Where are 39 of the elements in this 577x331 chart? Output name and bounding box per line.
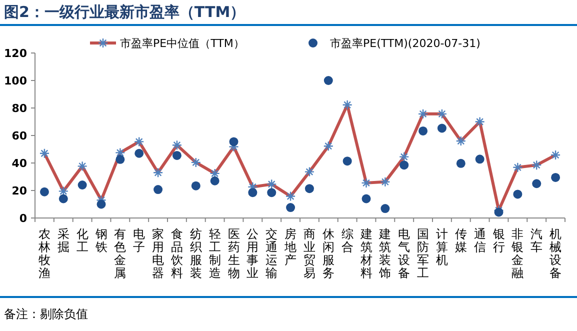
legend-label: 市盈率PE中位值（TTM） — [120, 37, 244, 50]
x-tick-label: 采掘 — [57, 227, 70, 254]
x-tick-label: 食品饮料 — [170, 227, 183, 280]
legend-label: 市盈率PE(TTM)(2020-07-31) — [330, 37, 480, 50]
y-tick-label: 120 — [4, 47, 28, 60]
x-tick-label: 非银金融 — [510, 227, 524, 280]
x-tick-label: 建筑材料 — [359, 227, 372, 280]
x-tick-label: 有色金属 — [114, 227, 126, 280]
x-tick-label: 电气设备 — [398, 227, 410, 280]
x-tick-label: 家用电器 — [152, 227, 164, 280]
y-tick-label: 20 — [12, 184, 28, 198]
x-tick-label: 通信 — [474, 227, 486, 254]
chart-title: 图2：一级行业最新市盈率（TTM） — [4, 3, 246, 21]
y-tick-label: 80 — [12, 102, 28, 115]
y-tick-label: 0 — [19, 212, 28, 225]
x-tick-label: 轻工制造 — [208, 227, 221, 280]
y-tick-label: 60 — [12, 130, 28, 142]
x-tick-label: 电子 — [133, 227, 146, 254]
x-tick-label: 公用事业 — [246, 227, 259, 280]
y-tick-label: 100 — [4, 74, 28, 88]
x-tick-label: 机械设备 — [550, 227, 562, 280]
x-tick-label: 汽车 — [530, 227, 543, 254]
x-tick-label: 国防军工 — [417, 227, 430, 280]
x-tick-label: 建筑装饰 — [378, 227, 392, 280]
x-tick-label: 传媒 — [454, 227, 467, 254]
x-tick-label: 综合 — [341, 227, 354, 254]
x-tick-label: 银行 — [492, 227, 505, 254]
x-tick-label: 纺织服装 — [190, 227, 202, 280]
x-tick-label: 计算机 — [436, 227, 448, 267]
x-tick-label: 商业贸易 — [303, 227, 316, 280]
x-tick-label: 化工 — [76, 227, 88, 254]
x-tick-label: 医药生物 — [228, 227, 240, 280]
x-tick-label: 房地产 — [284, 227, 297, 267]
x-tick-label: 农林牧渔 — [37, 227, 50, 280]
y-tick-label: 40 — [12, 157, 28, 170]
x-tick-label: 休闲服务 — [322, 227, 334, 280]
text: 备注：剔除负值 — [4, 307, 88, 321]
x-tick-label: 钢铁 — [94, 227, 108, 254]
x-tick-label: 交通运输 — [266, 227, 278, 280]
